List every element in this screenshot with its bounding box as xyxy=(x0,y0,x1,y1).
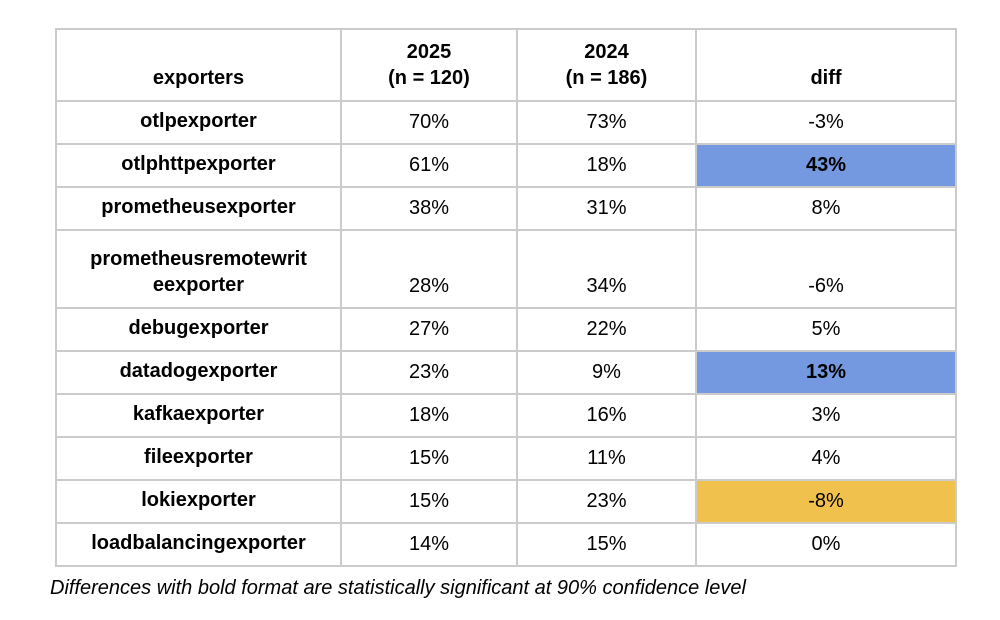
column-header-year: 2025 xyxy=(406,41,452,63)
table-row: fileexporter 15% 11% 4% xyxy=(55,436,957,481)
diff-cell: -3% xyxy=(695,100,957,145)
value-2024-cell: 34% xyxy=(516,229,697,309)
exporter-name-cell: datadogexporter xyxy=(55,350,342,395)
table-row: kafkaexporter 18% 16% 3% xyxy=(55,393,957,438)
value-2025-cell: 14% xyxy=(340,522,518,567)
value-2024-cell: 73% xyxy=(516,100,697,145)
column-header-exporters: exporters xyxy=(55,28,342,102)
exporter-name-cell: otlpexporter xyxy=(55,100,342,145)
table-row: otlpexporter 70% 73% -3% xyxy=(55,100,957,145)
value-2025-cell: 15% xyxy=(340,436,518,481)
value-2024-cell: 16% xyxy=(516,393,697,438)
significance-footnote: Differences with bold format are statist… xyxy=(50,577,746,599)
diff-cell: 0% xyxy=(695,522,957,567)
exporter-name-cell: debugexporter xyxy=(55,307,342,352)
column-header-2025: 2025 (n = 120) xyxy=(340,28,518,102)
table-row: otlphttpexporter 61% 18% 43% xyxy=(55,143,957,188)
value-2024-cell: 18% xyxy=(516,143,697,188)
value-2024-cell: 22% xyxy=(516,307,697,352)
exporters-table: exporters 2025 (n = 120) 2024 (n = 186) … xyxy=(55,28,957,567)
diff-cell: 3% xyxy=(695,393,957,438)
value-2025-cell: 70% xyxy=(340,100,518,145)
column-header-year: 2024 xyxy=(584,41,629,63)
exporter-name-cell: fileexporter xyxy=(55,436,342,481)
value-2025-cell: 28% xyxy=(340,229,518,309)
value-2024-cell: 23% xyxy=(516,479,697,524)
table-header-row: exporters 2025 (n = 120) 2024 (n = 186) … xyxy=(55,28,957,102)
diff-cell: 13% xyxy=(695,350,957,395)
page: exporters 2025 (n = 120) 2024 (n = 186) … xyxy=(0,28,1000,620)
column-header-2024: 2024 (n = 186) xyxy=(516,28,697,102)
column-header-diff: diff xyxy=(695,28,957,102)
exporter-name-cell: prometheusremotewriteexporter xyxy=(55,229,342,309)
value-2024-cell: 9% xyxy=(516,350,697,395)
column-header-sample-size: (n = 186) xyxy=(565,67,648,89)
diff-cell: 4% xyxy=(695,436,957,481)
value-2025-cell: 38% xyxy=(340,186,518,231)
diff-cell: 43% xyxy=(695,143,957,188)
column-header-label: diff xyxy=(810,67,842,89)
diff-cell: 5% xyxy=(695,307,957,352)
table-row: loadbalancingexporter 14% 15% 0% xyxy=(55,522,957,567)
diff-cell: -8% xyxy=(695,479,957,524)
column-header-label: exporters xyxy=(152,67,245,89)
diff-cell: -6% xyxy=(695,229,957,309)
table-row: prometheusremotewriteexporter 28% 34% -6… xyxy=(55,229,957,309)
table-row: prometheusexporter 38% 31% 8% xyxy=(55,186,957,231)
exporter-name-cell: prometheusexporter xyxy=(55,186,342,231)
value-2025-cell: 23% xyxy=(340,350,518,395)
diff-cell: 8% xyxy=(695,186,957,231)
exporter-name-cell: lokiexporter xyxy=(55,479,342,524)
table-row: lokiexporter 15% 23% -8% xyxy=(55,479,957,524)
exporter-name-cell: otlphttpexporter xyxy=(55,143,342,188)
column-header-sample-size: (n = 120) xyxy=(388,67,470,89)
value-2025-cell: 18% xyxy=(340,393,518,438)
value-2025-cell: 61% xyxy=(340,143,518,188)
value-2024-cell: 11% xyxy=(516,436,697,481)
table-row: datadogexporter 23% 9% 13% xyxy=(55,350,957,395)
value-2024-cell: 31% xyxy=(516,186,697,231)
table-row: debugexporter 27% 22% 5% xyxy=(55,307,957,352)
value-2024-cell: 15% xyxy=(516,522,697,567)
exporter-name-cell: loadbalancingexporter xyxy=(55,522,342,567)
value-2025-cell: 27% xyxy=(340,307,518,352)
value-2025-cell: 15% xyxy=(340,479,518,524)
exporter-name-cell: kafkaexporter xyxy=(55,393,342,438)
